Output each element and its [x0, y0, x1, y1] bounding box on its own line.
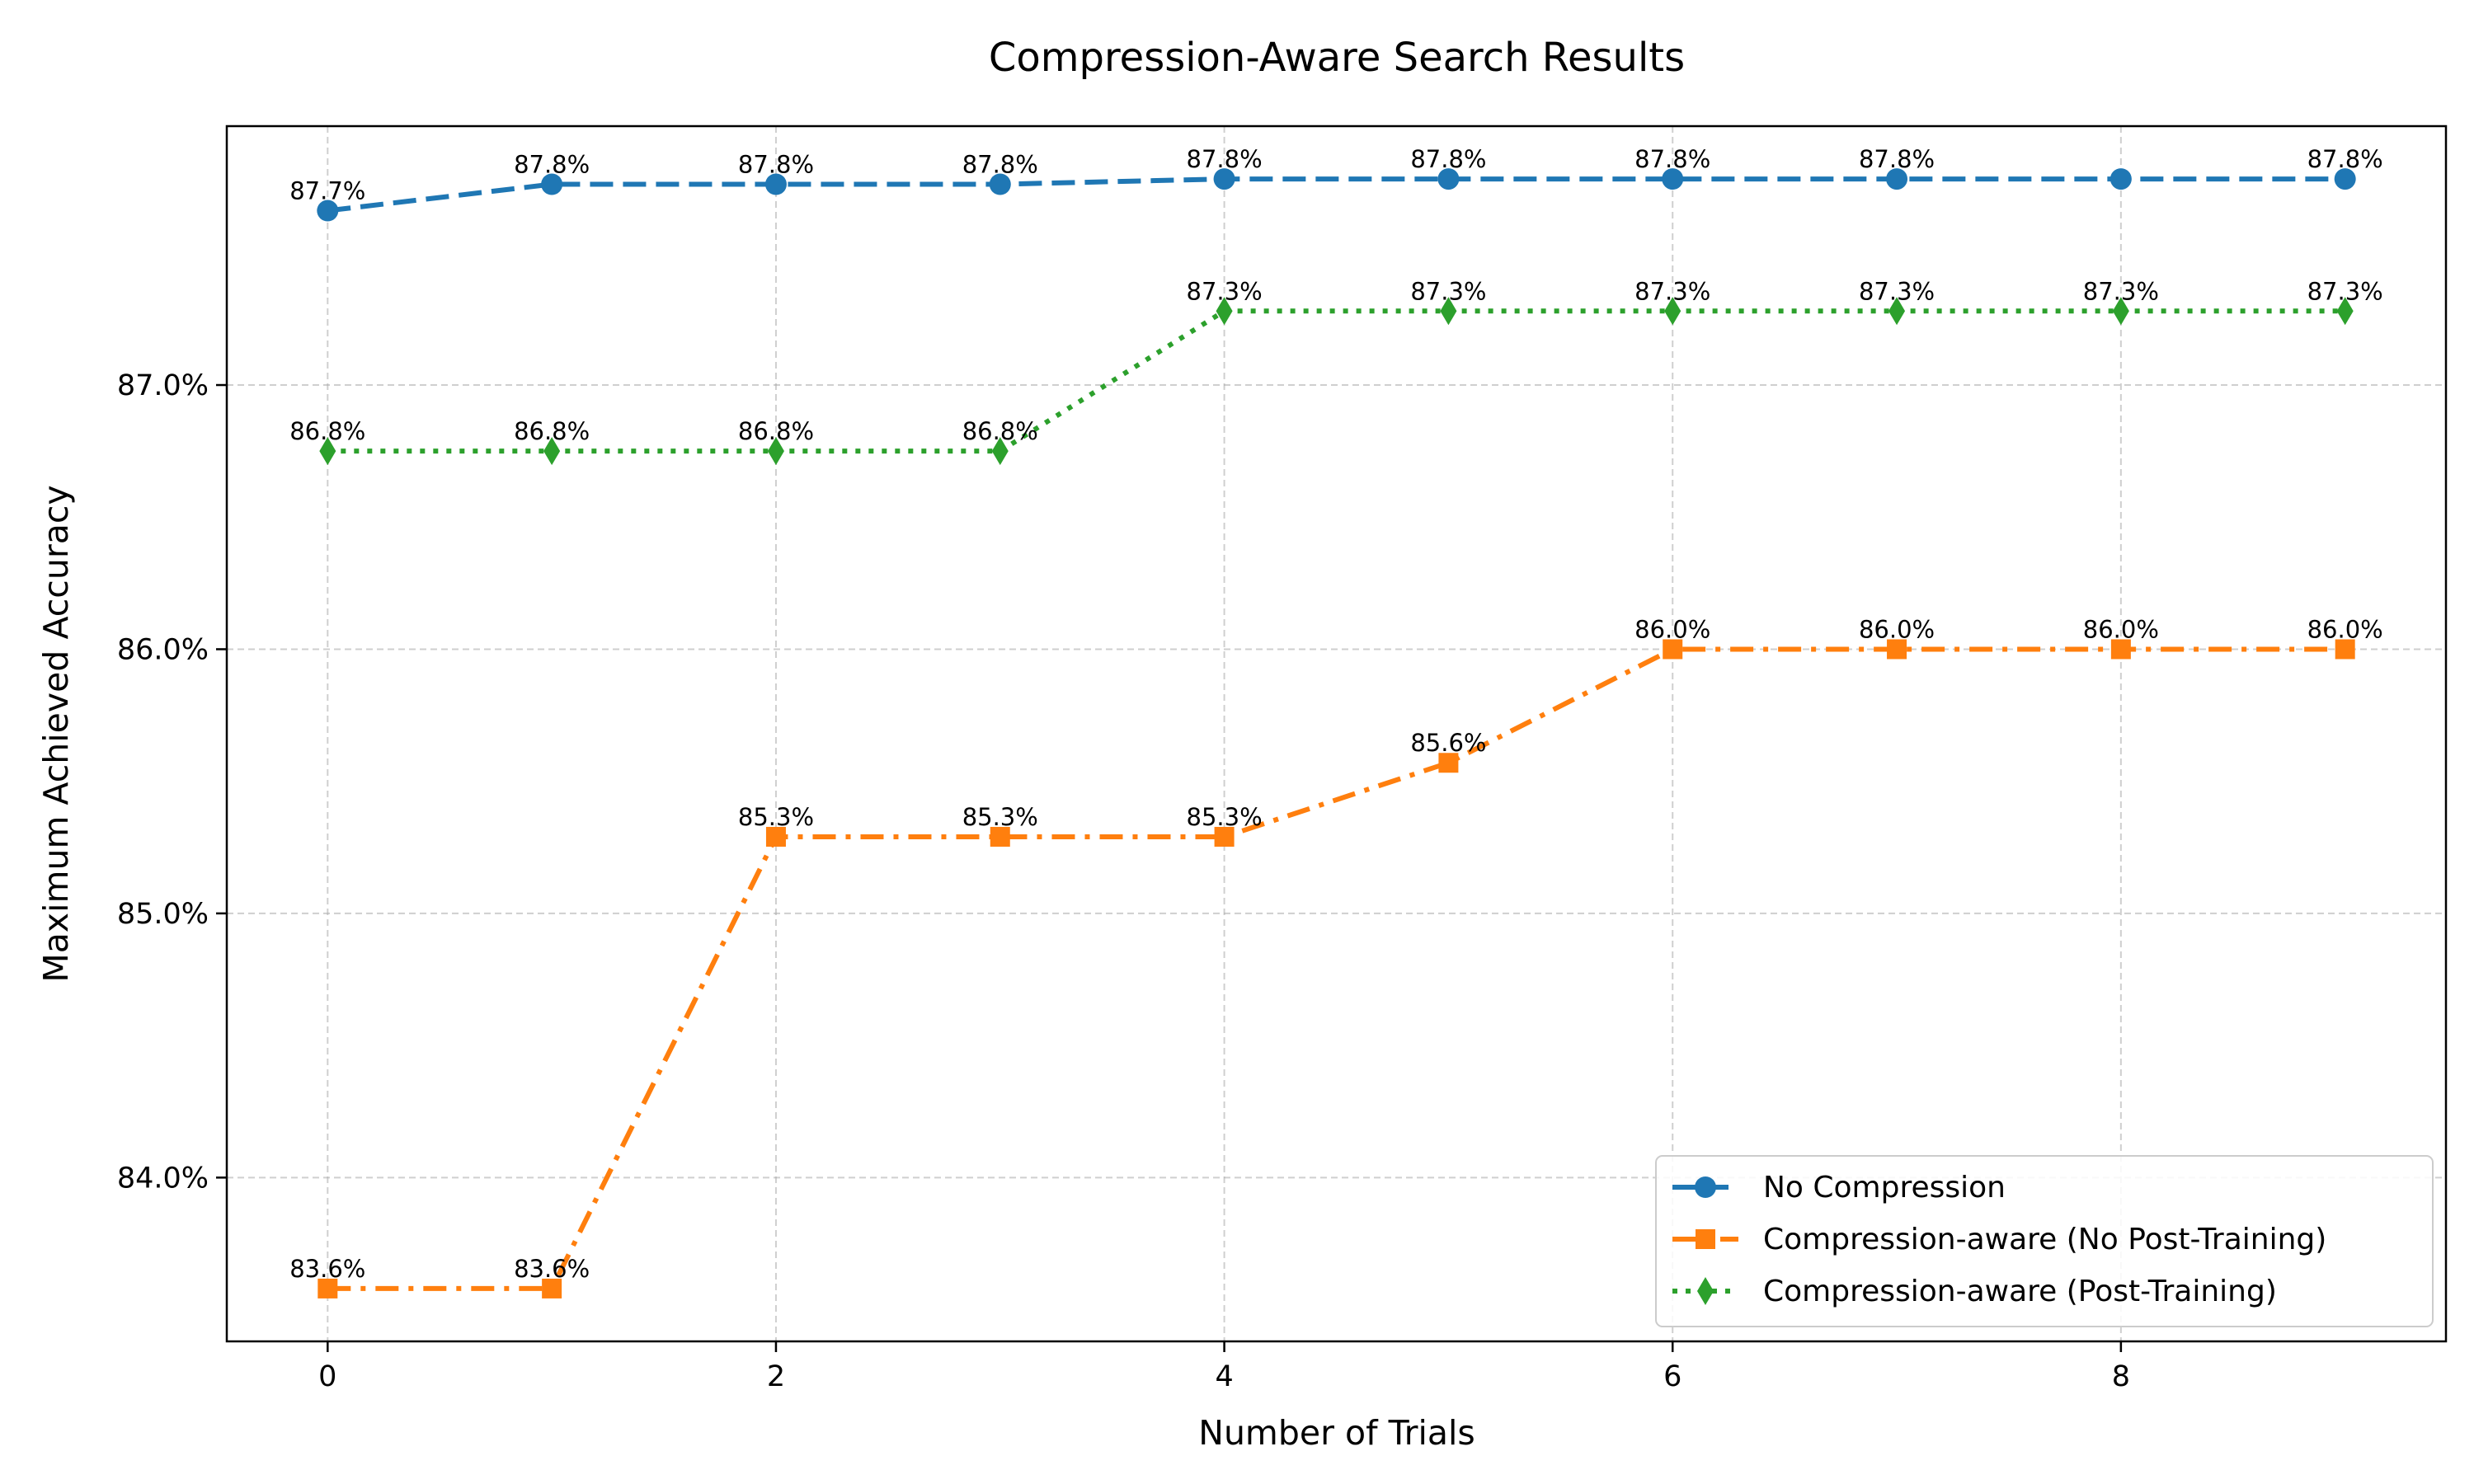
compression-aware-post-training-point [319, 437, 336, 466]
compression-aware-post-training-value-label: 87.3% [1187, 277, 1263, 305]
compression-aware-post-training-value-label: 87.3% [2083, 277, 2159, 305]
compression-aware-post-training-point [1664, 297, 1681, 326]
x-tick-label: 2 [767, 1360, 785, 1393]
compression-aware-no-post-training-point [1438, 753, 1459, 773]
compression-aware-no-post-training-point [1887, 639, 1907, 660]
legend-swatch-marker [1696, 1229, 1715, 1249]
x-axis-label: Number of Trials [1198, 1413, 1475, 1453]
series-compression-aware-no-post-training [317, 639, 2355, 1298]
chart-title: Compression-Aware Search Results [989, 35, 1685, 81]
compression-aware-post-training-value-label: 87.3% [1859, 277, 1935, 305]
compression-aware-no-post-training-value-label: 86.0% [2307, 615, 2383, 643]
compression-aware-no-post-training-value-label: 85.3% [962, 803, 1038, 831]
axis-ticks: 0 2 4 6 8 84.0% 85.0% 86.0% 87.0% [117, 369, 2130, 1393]
compression-aware-no-post-training-value-label: 85.3% [738, 803, 814, 831]
y-tick-label: 87.0% [117, 369, 209, 402]
no-compression-line [327, 176, 2345, 214]
no-compression-value-label: 87.8% [1859, 145, 1935, 173]
compression-aware-no-post-training-value-label: 85.3% [1187, 803, 1263, 831]
compression-aware-no-post-training-point [317, 1278, 338, 1298]
y-axis-label: Maximum Achieved Accuracy [36, 485, 76, 982]
legend: No Compression Compression-aware (No Post… [1655, 1155, 2434, 1327]
legend-item-compression-aware-no-post-training: Compression-aware (No Post-Training) [1672, 1223, 2326, 1256]
y-tick-label: 84.0% [117, 1162, 209, 1195]
legend-label: Compression-aware (No Post-Training) [1763, 1223, 2326, 1256]
compression-aware-post-training-point [543, 437, 561, 466]
plot-frame [225, 124, 2448, 1343]
compression-aware-no-post-training-line [327, 646, 2345, 1291]
compression-aware-no-post-training-point [2335, 639, 2355, 660]
compression-aware-post-training-value-label: 86.8% [514, 417, 590, 445]
series-no-compression [317, 168, 2356, 222]
compression-aware-no-post-training-point [2110, 639, 2131, 660]
no-compression-point [2334, 168, 2356, 190]
legend-box [1655, 1155, 2434, 1327]
compression-aware-no-post-training-point [990, 826, 1010, 847]
compression-aware-post-training-value-label: 86.8% [962, 417, 1038, 445]
compression-aware-no-post-training-value-label: 86.0% [1634, 615, 1710, 643]
no-compression-value-label: 87.8% [962, 150, 1038, 178]
compression-aware-post-training-point [2112, 297, 2129, 326]
no-compression-value-label: 87.8% [514, 150, 590, 178]
compression-aware-post-training-value-label: 87.3% [1634, 277, 1710, 305]
no-compression-value-label: 87.7% [289, 177, 365, 205]
y-tick-label: 85.0% [117, 898, 209, 931]
no-compression-value-label: 87.8% [1187, 145, 1263, 173]
compression-aware-no-post-training-point [1663, 639, 1683, 660]
compression-aware-no-post-training-point [542, 1278, 562, 1298]
compression-aware-no-post-training-value-label: 86.0% [2083, 615, 2159, 643]
no-compression-point [764, 173, 787, 195]
no-compression-value-label: 87.8% [2307, 145, 2383, 173]
compression-aware-post-training-point [2336, 297, 2354, 326]
compression-aware-post-training-point [767, 437, 784, 466]
compression-aware-no-post-training-value-label: 83.6% [289, 1255, 365, 1283]
no-compression-value-label: 87.8% [738, 150, 814, 178]
compression-aware-no-post-training-point [1214, 826, 1235, 847]
no-compression-point [541, 173, 563, 195]
compression-aware-no-post-training-point [765, 826, 786, 847]
compression-aware-no-post-training-value-label: 83.6% [514, 1255, 590, 1283]
no-compression-point [1437, 168, 1460, 190]
legend-label: No Compression [1763, 1171, 2006, 1205]
no-compression-value-label: 87.8% [1634, 145, 1710, 173]
compression-aware-no-post-training-value-label: 86.0% [1859, 615, 1935, 643]
no-compression-point [317, 200, 339, 222]
legend-item-compression-aware-post-training: Compression-aware (Post-Training) [1672, 1275, 2277, 1308]
compression-aware-post-training-value-label: 87.3% [2307, 277, 2383, 305]
compression-aware-post-training-value-label: 86.8% [289, 417, 365, 445]
plot-series [317, 168, 2356, 1298]
legend-swatch-marker [1695, 1176, 1716, 1198]
x-tick-label: 8 [2112, 1360, 2130, 1393]
compression-aware-post-training-point [1440, 297, 1457, 326]
series-compression-aware-post-training [319, 297, 2354, 466]
no-compression-value-label: 87.8% [1410, 145, 1486, 173]
legend-item-no-compression: No Compression [1672, 1171, 2006, 1205]
x-tick-label: 4 [1215, 1360, 1233, 1393]
legend-swatch-marker [1697, 1277, 1714, 1305]
compression-aware-post-training-point [991, 437, 1009, 466]
no-compression-point [1886, 168, 1908, 190]
x-tick-label: 0 [318, 1360, 336, 1393]
compression-aware-post-training-point [1216, 297, 1233, 326]
x-tick-label: 6 [1663, 1360, 1681, 1393]
compression-aware-no-post-training-value-label: 85.6% [1410, 729, 1486, 757]
y-tick-label: 86.0% [117, 633, 209, 666]
compression-aware-post-training-value-label: 86.8% [738, 417, 814, 445]
no-compression-point [989, 173, 1011, 195]
compression-aware-post-training-line [327, 308, 2345, 454]
no-compression-point [2109, 168, 2132, 190]
legend-label: Compression-aware (Post-Training) [1763, 1275, 2277, 1308]
no-compression-point [1662, 168, 1684, 190]
no-compression-point [1213, 168, 1235, 190]
data-labels: 87.7% 87.8% 87.8% 87.8% 87.8% 87.8% 87.8% 87.8%… [289, 145, 2383, 1283]
compression-aware-post-training-value-label: 87.3% [1410, 277, 1486, 305]
compression-aware-post-training-point [1888, 297, 1906, 326]
